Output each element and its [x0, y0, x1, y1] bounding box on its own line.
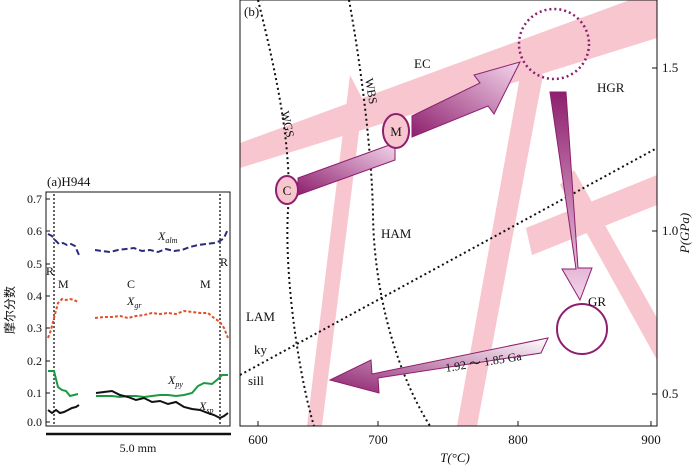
series-xsp-sub: sp — [206, 406, 213, 415]
y-tick-label: 1.0 — [662, 223, 678, 238]
series-xsp: Xsp — [47, 389, 229, 420]
y-tick-label: 0.0 — [27, 415, 42, 429]
field-label-gr: GR — [588, 294, 606, 309]
series-xpy-sub: py — [174, 380, 183, 389]
x-tick-label: 800 — [508, 432, 528, 447]
series-xgr-sub: gr — [134, 301, 142, 310]
peak-condition-circle — [517, 7, 591, 81]
panel-a: (a)H944 摩尔分数 0.7 0.6 0.5 0.4 0.3 0.2 0.1… — [2, 174, 231, 455]
series-xgr-label: X — [126, 294, 135, 308]
field-label-wbs: WBS — [362, 77, 380, 105]
x-tick-label: 600 — [248, 432, 268, 447]
field-label-hgr: HGR — [597, 80, 625, 95]
y-tick-label: 0.5 — [662, 386, 678, 401]
series-xpy-label: X — [167, 373, 176, 387]
x-tick-label: 700 — [368, 432, 388, 447]
field-label-wgs: WGS — [278, 110, 297, 139]
panel-b-y-axis: 1.5 1.0 0.5 P(GPa) — [652, 60, 692, 401]
arrow-prograde-m-peak — [411, 61, 521, 138]
y-tick-label: 0.6 — [27, 224, 42, 238]
series-xalm-label: X — [157, 229, 166, 243]
field-label-ec: EC — [414, 56, 431, 71]
scale-bar-label: 5.0 mm — [120, 441, 157, 455]
point-c-marker — [275, 175, 299, 205]
panel-b: C M 1.92 ～ 1.85 Ga EC HGR HAM LAM GR ky … — [239, 0, 692, 465]
zone-label-rim-right: R — [220, 255, 228, 269]
arrow-decompression — [549, 91, 593, 302]
panel-b-xlabel: T(°C) — [440, 450, 470, 465]
svg-text:Xgr: Xgr — [126, 294, 142, 310]
zone-label-mantle-right: M — [200, 277, 211, 291]
arrow-retrograde — [328, 337, 549, 394]
panel-a-ylabel: 摩尔分数 — [2, 286, 17, 334]
panel-a-frame — [45, 191, 231, 427]
panel-a-title: (a)H944 — [47, 174, 91, 189]
series-xsp-label: X — [198, 399, 207, 413]
field-label-sill: sill — [248, 373, 264, 388]
y-tick-label: 0.4 — [27, 289, 42, 303]
panel-b-x-axis: 600 700 800 900 T(°C) — [248, 421, 661, 465]
point-m-label: M — [390, 124, 402, 139]
panel-b-frame — [239, 0, 658, 427]
reaction-band-steep — [457, 60, 543, 426]
y-tick-label: 0.2 — [27, 354, 42, 368]
y-tick-label: 0.5 — [27, 257, 42, 271]
point-m-marker — [382, 113, 410, 149]
ky-sill-boundary — [240, 147, 657, 376]
wbs-solidus-curve — [348, 0, 431, 426]
reaction-band-gr — [560, 170, 657, 360]
y-tick-label: 0.1 — [27, 386, 42, 400]
series-xpy: Xpy — [48, 370, 228, 399]
series-xalm: Xalm — [47, 228, 229, 256]
svg-text:Xalm: Xalm — [157, 229, 178, 245]
svg-text:Xsp: Xsp — [198, 399, 213, 415]
svg-text:Xpy: Xpy — [167, 373, 183, 389]
zone-label-mantle-left: M — [58, 277, 69, 291]
field-label-lam: LAM — [246, 309, 275, 324]
series-xalm-sub: alm — [165, 236, 177, 245]
panel-b-title: (b) — [244, 4, 259, 19]
gr-condition-circle — [556, 303, 608, 355]
point-c-label: C — [283, 183, 292, 198]
y-tick-label: 0.3 — [27, 321, 42, 335]
panel-b-ylabel: P(GPa) — [677, 213, 692, 254]
x-tick-label: 900 — [641, 432, 661, 447]
panel-b-fields: C M 1.92 ～ 1.85 Ga EC HGR HAM LAM GR ky … — [240, 0, 657, 426]
wgs-solidus-curve — [257, 0, 315, 426]
field-label-ky: ky — [254, 342, 268, 357]
panel-a-y-axis: 0.7 0.6 0.5 0.4 0.3 0.2 0.1 0.0 — [27, 192, 50, 429]
y-tick-label: 0.7 — [27, 192, 42, 206]
y-tick-label: 1.5 — [662, 60, 678, 75]
series-xgr: Xgr — [47, 294, 229, 339]
zone-label-core: C — [127, 277, 135, 291]
field-label-ham: HAM — [381, 226, 412, 241]
zone-label-rim-left: R — [46, 264, 54, 278]
reaction-band-ec — [240, 0, 657, 168]
